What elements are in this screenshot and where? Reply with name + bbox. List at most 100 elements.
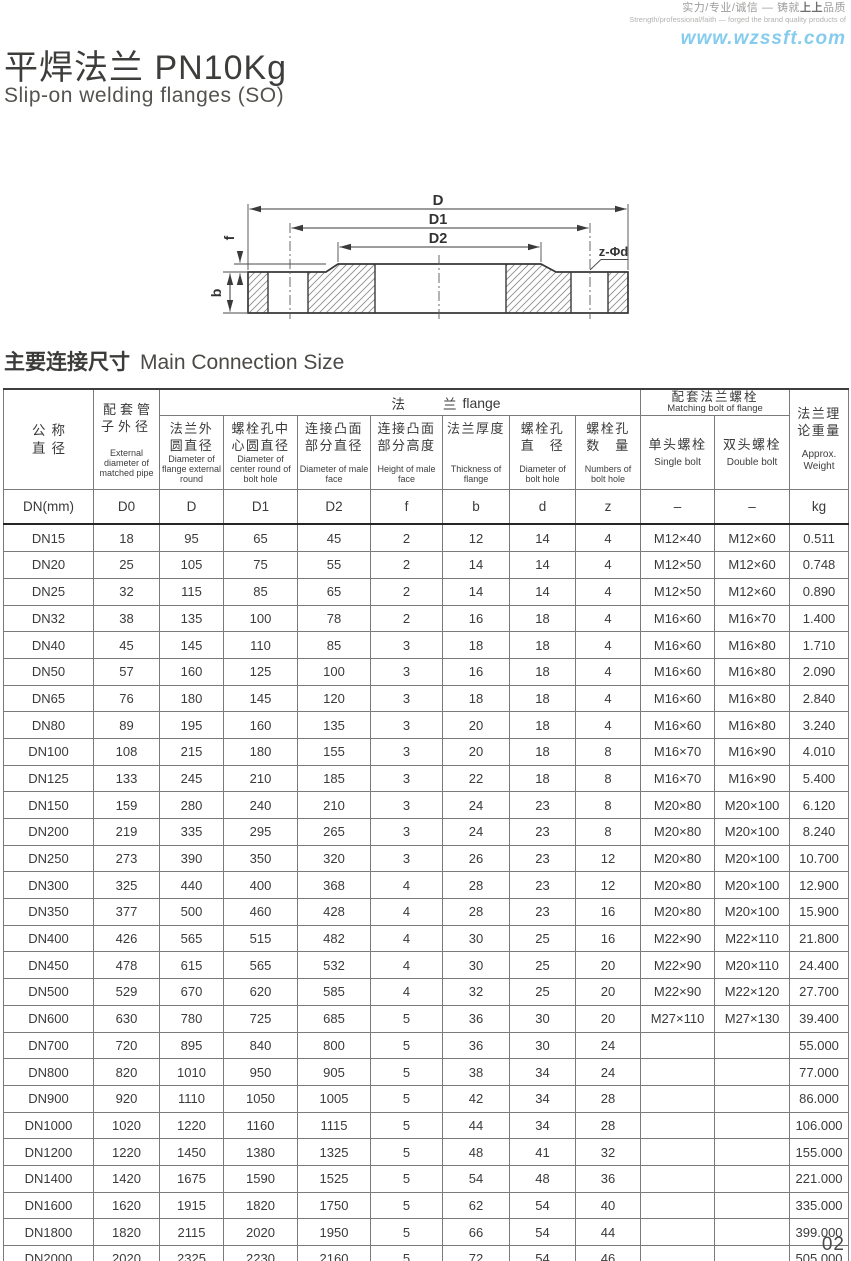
unit-cell: – [640, 489, 716, 526]
data-cell: 245 [159, 764, 224, 793]
data-cell: 34 [509, 1084, 576, 1113]
data-cell: 21.800 [789, 924, 850, 953]
data-cell: 4 [574, 604, 642, 633]
row-dn-label: DN800 [3, 1058, 94, 1086]
unit-cell: b [442, 489, 510, 526]
data-cell: M12×40 [640, 523, 716, 553]
data-cell: 1325 [297, 1138, 371, 1166]
data-cell: 2 [370, 604, 443, 633]
table-row: DN80 89 195 160 135 3 20 18 4 M16×60 M16×80 3.240 [3, 711, 850, 739]
data-cell: 529 [93, 978, 160, 1006]
table-row: DN15 18 95 65 45 2 12 14 4 M12×40 M12×60 0.511 [3, 523, 850, 553]
data-cell: 16 [574, 898, 642, 926]
data-cell: 4 [574, 684, 642, 713]
data-cell: 1820 [223, 1191, 298, 1220]
data-cell: M16×80 [714, 684, 791, 713]
data-cell: 159 [93, 791, 160, 820]
data-cell: 426 [93, 924, 160, 953]
data-cell: 585 [297, 978, 371, 1006]
table-row: DN50 57 160 125 100 3 16 18 4 M16×60 M16×80 2.090 [3, 657, 850, 686]
data-cell: 30 [442, 924, 510, 953]
unit-cell: f [370, 489, 443, 526]
data-cell: 36 [574, 1164, 642, 1193]
website-link[interactable]: www.wzssft.com [680, 28, 846, 50]
data-cell: 240 [223, 791, 298, 820]
group-header-flange: 法 兰 flange [158, 388, 642, 416]
data-cell: M22×120 [714, 978, 791, 1006]
data-cell: M16×70 [640, 737, 716, 766]
data-cell: 48 [509, 1164, 576, 1193]
data-cell: 3.240 [789, 711, 850, 739]
data-cell: 1020 [93, 1111, 160, 1140]
data-cell: 630 [93, 1004, 160, 1033]
data-cell: 4 [574, 631, 642, 659]
data-cell: 72 [442, 1245, 510, 1261]
data-cell: 1110 [159, 1084, 224, 1113]
data-cell: 42 [442, 1084, 510, 1113]
data-cell: M16×60 [640, 631, 716, 659]
section-heading-en: Main Connection Size [140, 351, 345, 374]
data-cell: 18 [442, 684, 510, 713]
data-cell: 0.511 [789, 523, 850, 553]
unit-cell: D1 [223, 489, 298, 526]
data-cell: 14 [509, 523, 576, 553]
data-cell: M20×100 [714, 871, 791, 900]
data-cell: 57 [93, 657, 160, 686]
data-cell: 3 [370, 631, 443, 659]
col-header-single-bolt: 单头螺栓 Single bolt [640, 414, 716, 491]
data-cell: 23 [509, 871, 576, 900]
dim-label-D: D [433, 192, 444, 209]
data-cell: 54 [509, 1245, 576, 1261]
data-cell: 5 [370, 1084, 443, 1113]
data-cell [714, 1191, 791, 1220]
data-cell: 12.900 [789, 871, 850, 900]
data-cell: 115 [159, 577, 224, 606]
row-dn-label: DN125 [3, 764, 94, 793]
data-cell: M16×90 [714, 737, 791, 766]
data-cell: 20 [574, 1004, 642, 1033]
data-cell: 32 [574, 1138, 642, 1166]
table-row: DN600 630 780 725 685 5 36 30 20 M27×110 M27×130 39… [3, 1004, 850, 1033]
data-cell: 30 [509, 1031, 576, 1060]
data-cell: M20×100 [714, 818, 791, 846]
header-sub-row: 法兰外 圆直径 Diameter of flange external round … [4, 414, 849, 491]
data-cell: 5 [370, 1111, 443, 1140]
data-cell: 1950 [297, 1218, 371, 1247]
page-title: 平焊法兰 PN10Kg [4, 49, 288, 87]
data-cell: 950 [223, 1058, 298, 1086]
data-cell: 25 [509, 924, 576, 953]
data-cell: 1220 [159, 1111, 224, 1140]
table-row: DN900 920 1110 1050 1005 5 42 34 28 86.000 [3, 1084, 850, 1113]
flange-diagram: D D1 D2 f b z-Φd [208, 192, 629, 319]
data-cell: 265 [297, 818, 371, 846]
data-cell: 28 [442, 871, 510, 900]
data-cell: 4 [574, 711, 642, 739]
data-cell: M27×110 [640, 1004, 716, 1033]
data-cell: 428 [297, 898, 371, 926]
data-cell: 1620 [93, 1191, 160, 1220]
data-cell: 20 [574, 951, 642, 980]
data-cell: 377 [93, 898, 160, 926]
data-cell: 145 [223, 684, 298, 713]
row-dn-label: DN15 [3, 523, 94, 553]
dim-label-bolt: z-Φd [599, 244, 628, 259]
data-cell: 2.840 [789, 684, 850, 713]
row-dn-label: DN600 [3, 1004, 94, 1033]
data-cell: M20×80 [640, 871, 716, 900]
data-cell [714, 1111, 791, 1140]
data-cell: 185 [297, 764, 371, 793]
data-cell: 2115 [159, 1218, 224, 1247]
data-cell: 86.000 [789, 1084, 850, 1113]
data-cell: 18 [442, 631, 510, 659]
data-cell: 95 [159, 523, 224, 553]
data-cell: 20 [574, 978, 642, 1006]
col-header-bolt-circle: 螺栓孔中 心圆直径 Diameter of center round of bolt… [223, 414, 298, 491]
data-cell: 400 [223, 871, 298, 900]
data-cell: 1160 [223, 1111, 298, 1140]
data-cell: 5 [370, 1004, 443, 1033]
row-dn-label: DN150 [3, 791, 94, 820]
data-cell: 1525 [297, 1164, 371, 1193]
data-cell: M16×90 [714, 764, 791, 793]
data-cell: 54 [509, 1218, 576, 1247]
data-cell: 85 [297, 631, 371, 659]
